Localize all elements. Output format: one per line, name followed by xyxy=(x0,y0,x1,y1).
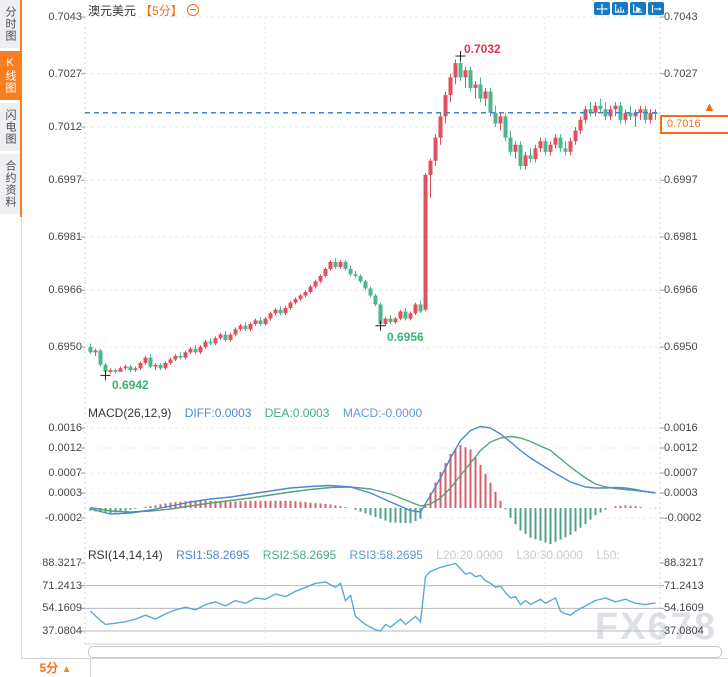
rsi-l50-value: L50: xyxy=(596,548,620,562)
sidebar-item-kline-chart[interactable]: K线图 xyxy=(0,51,20,100)
period-tag: 【5分】 xyxy=(140,3,183,18)
macd-dea-value: DEA:0.0003 xyxy=(264,406,330,420)
period-label: 5分 xyxy=(39,661,59,675)
swing-low-annotation: 0.6956 xyxy=(387,330,424,344)
period-selector[interactable]: 5分 ▲ xyxy=(21,659,91,677)
last-price-box: 0.7016 xyxy=(660,115,728,134)
rsi-label: RSI(14,14,14) xyxy=(88,548,163,562)
symbol-title: 澳元美元 xyxy=(88,3,137,18)
rsi1-value: RSI1:58.2695 xyxy=(176,548,250,562)
low-price-annotation: 0.6942 xyxy=(112,378,149,392)
macd-diff-value: DIFF:0.0003 xyxy=(184,406,252,420)
exit-chart-icon[interactable] xyxy=(648,2,664,15)
rsi-header: RSI(14,14,14) RSI1:58.2695 RSI2:58.2695 … xyxy=(88,548,630,562)
price-up-arrow-icon: ▲ xyxy=(703,99,716,114)
chart-toolbar xyxy=(594,2,664,15)
high-price-annotation: 0.7032 xyxy=(464,42,501,56)
rsi2-value: RSI2:58.2695 xyxy=(262,548,337,562)
macd-label: MACD(26,12,9) xyxy=(88,406,172,420)
rsi-l20-value: L20:20.0000 xyxy=(436,548,503,562)
sidebar-item-contract-info[interactable]: 合约资料 xyxy=(0,154,20,214)
horizontal-scrollbar[interactable] xyxy=(88,646,722,658)
sidebar-item-time-chart[interactable]: 分时图 xyxy=(0,0,20,48)
sidebar: 分时图 K线图 闪电图 合约资料 xyxy=(0,0,22,217)
sidebar-item-lightning-chart[interactable]: 闪电图 xyxy=(0,103,20,151)
rsi-l30-value: L30:30.0000 xyxy=(516,548,584,562)
circle-minus-icon[interactable] xyxy=(186,4,199,16)
rsi3-value: RSI3:58.2695 xyxy=(349,548,423,562)
macd-macd-value: MACD:-0.0000 xyxy=(342,406,423,420)
watermark: FX678 xyxy=(595,606,717,648)
bottom-bar: 5分 ▲ xyxy=(21,658,728,677)
axis-playback-icon[interactable] xyxy=(630,2,646,15)
move-crosshair-icon[interactable] xyxy=(594,2,610,15)
chart-header: 澳元美元 【5分】 xyxy=(88,2,199,18)
macd-header: MACD(26,12,9) DIFF:0.0003 DEA:0.0003 MAC… xyxy=(88,406,432,420)
sidebar-divider xyxy=(21,0,22,658)
period-up-arrow-icon: ▲ xyxy=(61,664,72,675)
axis-scale-icon[interactable] xyxy=(612,2,628,15)
